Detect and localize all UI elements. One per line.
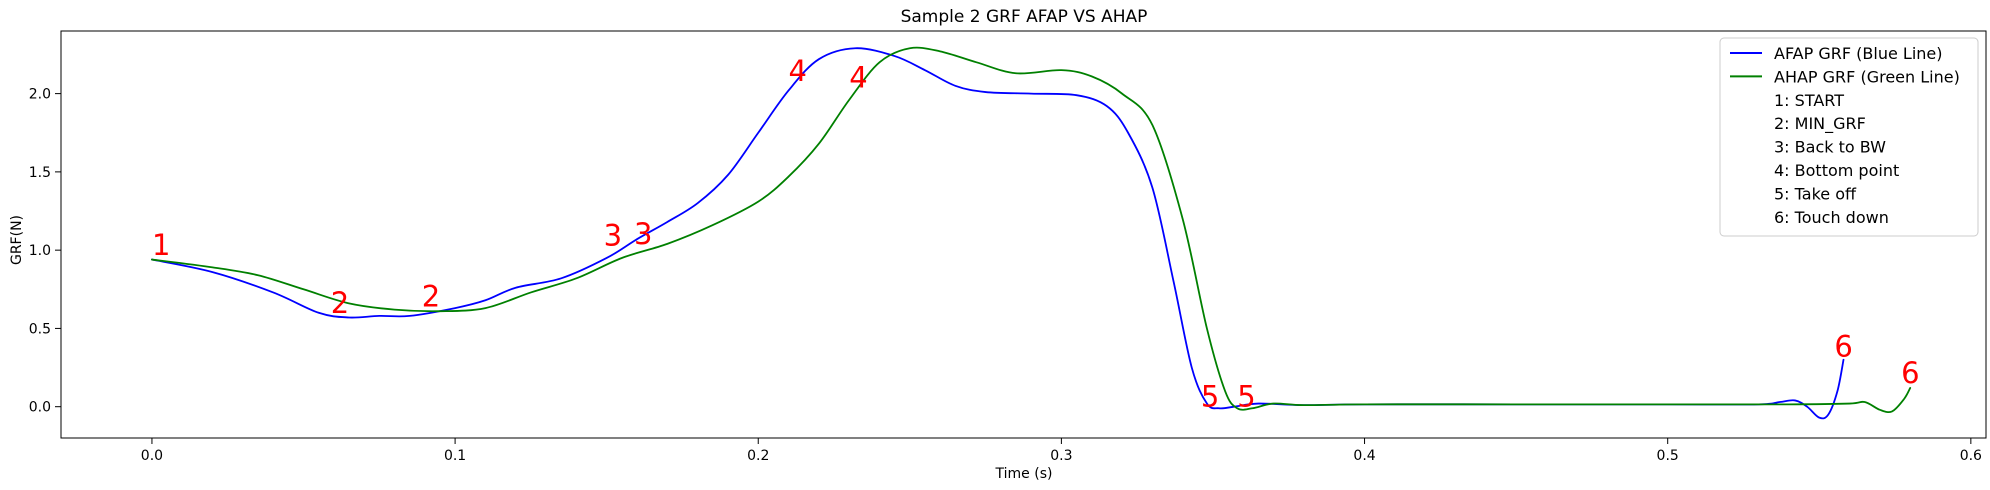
y-tick-label: 1.0 bbox=[29, 243, 51, 259]
legend-entry: 3: Back to BW bbox=[1774, 138, 1886, 157]
legend-entry: 2: MIN_GRF bbox=[1774, 114, 1866, 134]
legend-entry: 4: Bottom point bbox=[1774, 161, 1899, 180]
plot-frame bbox=[60, 30, 1987, 439]
annotation-layer: 12 23 34 45 566 bbox=[152, 54, 1920, 414]
y-tick-label: 2.0 bbox=[29, 87, 51, 103]
annotation-label-2: 2 bbox=[331, 286, 349, 320]
annotation-label-6: 6 bbox=[1901, 356, 1919, 390]
x-tick-label: 0.1 bbox=[444, 448, 466, 464]
y-tick-label: 1.5 bbox=[29, 165, 51, 181]
legend-entry: 6: Touch down bbox=[1774, 208, 1889, 227]
annotation-label-5: 5 bbox=[1201, 380, 1219, 414]
annotation-label-4: 4 bbox=[789, 54, 807, 88]
x-tick-label: 0.6 bbox=[1960, 448, 1982, 464]
annotation-label-6: 6 bbox=[1834, 330, 1852, 364]
x-tick-label: 0.4 bbox=[1353, 448, 1375, 464]
legend-entry: 1: START bbox=[1774, 91, 1844, 110]
x-axis-label: Time (s) bbox=[995, 466, 1053, 482]
annotation-label-3: 3 bbox=[604, 218, 622, 252]
x-tick-label: 0.3 bbox=[1050, 448, 1072, 464]
y-tick-label: 0.0 bbox=[29, 400, 51, 416]
legend: AFAP GRF (Blue Line) AHAP GRF (Green Line… bbox=[1719, 37, 1979, 237]
x-axis: 0.0 0.1 0.2 0.3 0.4 0.5 0.6 bbox=[141, 438, 1982, 464]
y-axis: 0.0 0.5 1.0 1.5 2.0 bbox=[29, 87, 61, 416]
annotation-label-4: 4 bbox=[849, 60, 867, 94]
y-axis-label: GRF(N) bbox=[9, 215, 25, 265]
series-line-ahap bbox=[151, 46, 1912, 414]
legend-entry: AFAP GRF (Blue Line) bbox=[1774, 44, 1942, 63]
y-tick-label: 0.5 bbox=[29, 321, 51, 337]
annotation-label-1: 1 bbox=[152, 228, 170, 262]
x-tick-label: 0.0 bbox=[141, 448, 163, 464]
x-tick-label: 0.5 bbox=[1657, 448, 1679, 464]
chart-title: Sample 2 GRF AFAP VS AHAP bbox=[901, 7, 1148, 27]
annotation-label-2: 2 bbox=[422, 280, 440, 314]
legend-entry: 5: Take off bbox=[1774, 184, 1857, 203]
annotation-label-5: 5 bbox=[1237, 380, 1255, 414]
annotation-label-3: 3 bbox=[634, 217, 652, 251]
legend-box bbox=[1719, 37, 1979, 237]
legend-entry: AHAP GRF (Green Line) bbox=[1774, 67, 1960, 86]
series-line-afap bbox=[151, 47, 1845, 420]
series-layer bbox=[151, 46, 1912, 420]
x-tick-label: 0.2 bbox=[747, 448, 769, 464]
